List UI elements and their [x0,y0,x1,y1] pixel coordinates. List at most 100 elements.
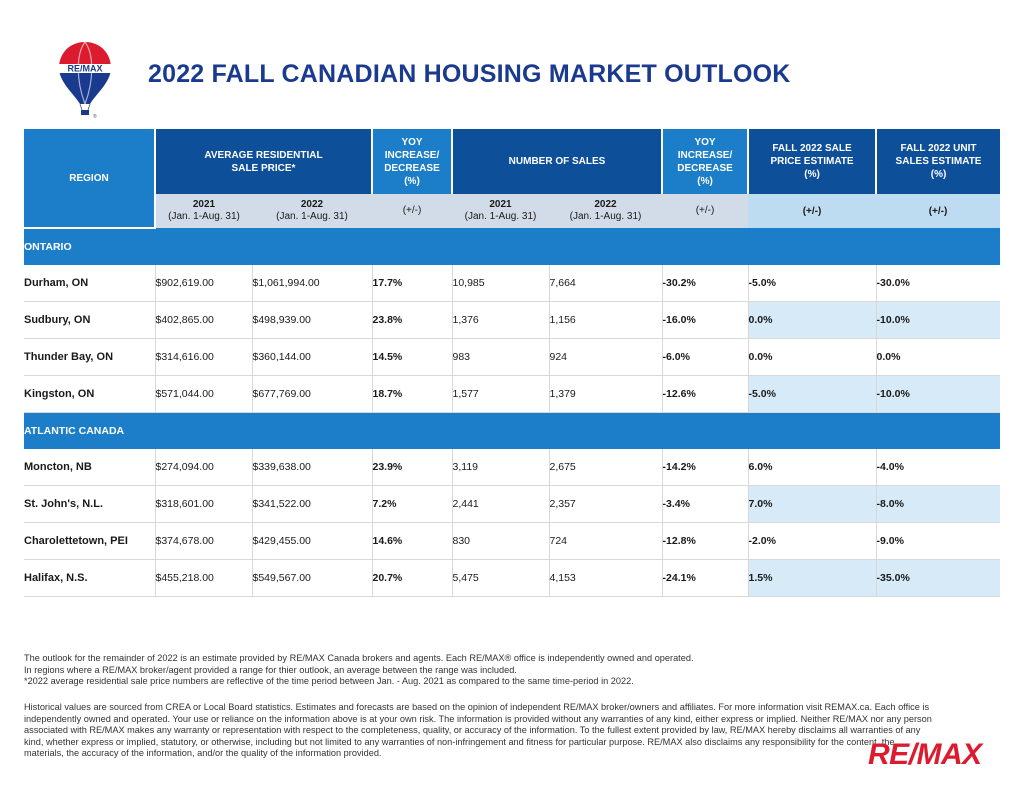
table-cell: 983 [452,338,550,376]
subheader-plus-minus: (+/-) [662,194,749,228]
header-fall-price-estimate: FALL 2022 SALE PRICE ESTIMATE (%) [748,129,878,194]
table-row: Durham, ON $902,619.00 $1,061,994.00 17.7% 1… [24,265,1001,302]
table-cell: 1,156 [549,301,663,339]
section-row: ONTARIO [24,228,1001,265]
table-cell: 5,475 [452,559,550,597]
region-name-cell: Thunder Bay, ON [24,338,156,376]
table-cell: -30.0% [876,265,1001,302]
table-cell: $498,939.00 [252,301,373,339]
subheader-period: (Jan. 1-Aug. 31) [168,211,240,222]
table-cell: -16.0% [662,301,749,339]
table-cell: $360,144.00 [252,338,373,376]
table-cell: -3.4% [662,485,749,523]
header-number-of-sales: NUMBER OF SALES [452,129,664,194]
table-cell: 6.0% [748,449,877,486]
subheader-year: 2022 [594,199,617,210]
table-cell: $455,218.00 [155,559,253,597]
table-cell: $902,619.00 [155,265,253,302]
table-cell: $318,601.00 [155,485,253,523]
subheader-plus-minus: (+/-) [876,194,1001,228]
section-row: ATLANTIC CANADA [24,412,1001,449]
header-yoy-sales: YOY INCREASE/ DECREASE (%) [662,129,750,194]
table-cell: -35.0% [876,559,1001,597]
table-cell: -12.6% [662,375,749,413]
table-cell: -4.0% [876,449,1001,486]
footnote: *2022 average residential sale price num… [24,676,634,687]
table-cell: $274,094.00 [155,449,253,486]
table-cell: -24.1% [662,559,749,597]
table-cell: 17.7% [372,265,453,302]
table-cell: $429,455.00 [252,522,373,560]
table-cell: $677,769.00 [252,375,373,413]
table-cell: 3,119 [452,449,550,486]
table-cell: 7.2% [372,485,453,523]
logo-mark: ® [93,113,97,120]
table-cell: 4,153 [549,559,663,597]
table-cell: $314,616.00 [155,338,253,376]
table-cell: -12.8% [662,522,749,560]
region-name-cell: Moncton, NB [24,449,156,486]
region-name-cell: Sudbury, ON [24,301,156,339]
table-cell: -2.0% [748,522,877,560]
disclaimer: Historical values are sourced from CREA … [24,702,932,759]
subheader-year: 2022 [300,199,324,210]
table-cell: -9.0% [876,522,1001,560]
table-cell: 18.7% [372,375,453,413]
region-name-cell: Charolettetown, PEI [24,522,156,560]
subheader-plus-minus: (+/-) [748,194,877,228]
header-yoy-price: YOY INCREASE/ DECREASE (%) [372,129,453,194]
table-cell: $549,567.00 [252,559,373,597]
table-cell: 924 [549,338,663,376]
table-cell: 14.6% [372,522,453,560]
region-name-cell: Halifax, N.S. [24,559,156,597]
subheader-price-2021: 2021 (Jan. 1-Aug. 31) [155,194,252,228]
header-fall-unit-estimate: FALL 2022 UNIT SALES ESTIMATE (%) [876,129,1001,194]
table-cell: 20.7% [372,559,453,597]
table-row: Sudbury, ON $402,865.00 $498,939.00 23.8% 1,… [24,301,1001,339]
table-cell: -6.0% [662,338,749,376]
table-row: Halifax, N.S. $455,218.00 $549,567.00 20.7%… [24,559,1001,597]
table-cell: 2,357 [549,485,663,523]
footnote: In regions where a RE/MAX broker/agent p… [24,664,517,675]
subheader-period: (Jan. 1-Aug. 31) [276,211,348,222]
subheader-sales-2021: 2021 (Jan. 1-Aug. 31) [452,194,549,228]
table-cell: 14.5% [372,338,453,376]
region-name-cell: Durham, ON [24,265,156,302]
table-row: Moncton, NB $274,094.00 $339,638.00 23.9% 3,… [24,449,1001,486]
table-cell: 2,675 [549,449,663,486]
footnote: The outlook for the remainder of 2022 is… [24,653,694,663]
header-yoy-price-text: YOY INCREASE/ DECREASE (%) [384,136,440,187]
header-yoy-sales-text: YOY INCREASE/ DECREASE (%) [677,136,733,187]
subheader-period: (Jan. 1-Aug. 31) [464,211,537,222]
subheader-year: 2021 [192,199,216,210]
header-fall-price-estimate-text: FALL 2022 SALE PRICE ESTIMATE (%) [770,143,854,180]
table-cell: $1,061,994.00 [252,265,373,302]
table-row: Charolettetown, PEI $374,678.00 $429,455.0… [24,522,1001,560]
table-cell: $374,678.00 [155,522,253,560]
table-cell: -30.2% [662,265,749,302]
table-cell: $571,044.00 [155,375,253,413]
header-average-price: AVERAGE RESIDENTIAL SALE PRICE* [155,129,373,194]
table-cell: 7,664 [549,265,663,302]
table-cell: 23.9% [372,449,453,486]
table-cell: 0.0% [748,338,877,376]
section-label: ONTARIO [24,228,1001,265]
table-body: ONTARIO Durham, ON $902,619.00 $1,061,994.0… [24,228,1001,597]
table-cell: -10.0% [876,375,1001,413]
table-cell: -5.0% [748,265,877,302]
table-cell: 0.0% [876,338,1001,376]
subheader-plus-minus: (+/-) [372,194,452,228]
table-cell: 7.0% [748,485,877,523]
header-fall-unit-estimate-text: FALL 2022 UNIT SALES ESTIMATE (%) [895,143,982,180]
table-cell: 2,441 [452,485,550,523]
table-cell: $339,638.00 [252,449,373,486]
table-cell: $402,865.00 [155,301,253,339]
table-cell: -10.0% [876,301,1001,339]
table-cell: 1,577 [452,375,550,413]
subheader-price-2022: 2022 (Jan. 1-Aug. 31) [252,194,372,228]
table-cell: 23.8% [372,301,453,339]
header-average-price-text: AVERAGE RESIDENTIAL SALE PRICE* [204,149,323,174]
table-cell: 1,376 [452,301,550,339]
table-cell: 0.0% [748,301,877,339]
section-label: ATLANTIC CANADA [24,412,1001,449]
